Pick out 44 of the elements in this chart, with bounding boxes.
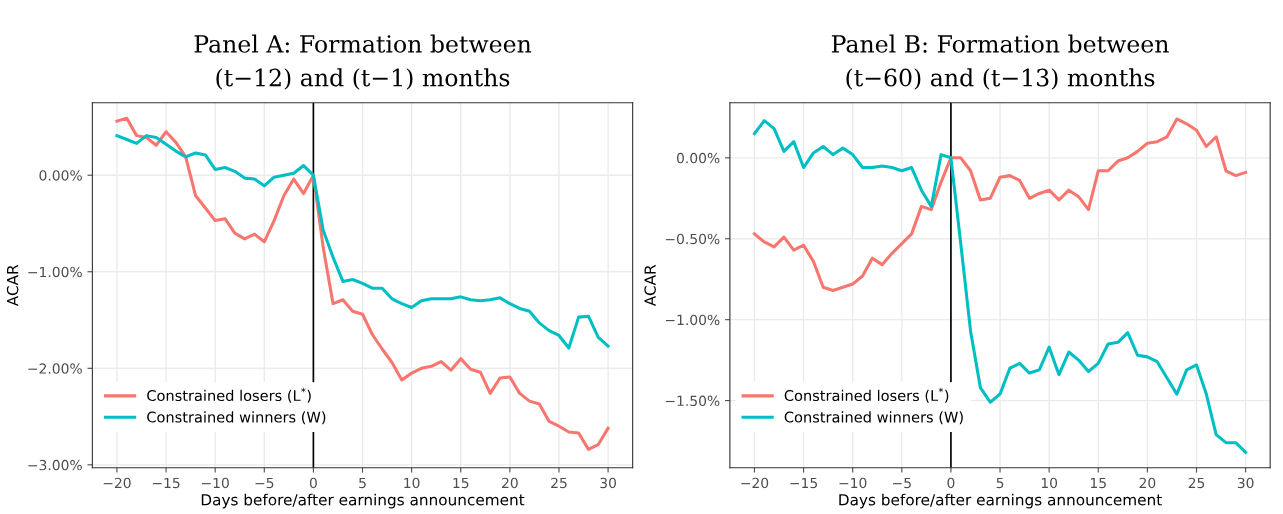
legend-label: Constrained losers (L$^{*}$) bbox=[784, 387, 949, 403]
x-tick-label: −20 bbox=[741, 477, 769, 489]
y-tick-label: 0.00% bbox=[39, 170, 82, 181]
x-tick-label: −5 bbox=[255, 477, 274, 489]
line-series bbox=[115, 116, 610, 451]
y-axis-title: ACAR bbox=[6, 264, 19, 307]
x-tick-label: 15 bbox=[453, 477, 469, 489]
y-tick-label: −0.50% bbox=[665, 233, 720, 245]
line-series bbox=[752, 119, 1248, 454]
y-tick-label: 0.00% bbox=[676, 152, 720, 164]
x-tick-label: 20 bbox=[1139, 477, 1156, 489]
x-tick-label: 30 bbox=[1237, 477, 1254, 489]
legend-label: Constrained winners (W) bbox=[147, 411, 326, 425]
chart-title: Panel A: Formation between (t−12) and (t−1) months bbox=[194, 34, 532, 90]
x-tick-label: −5 bbox=[893, 477, 911, 489]
x-axis-title: Days before/after earnings announcement bbox=[839, 493, 1162, 509]
x-tick-label: 20 bbox=[502, 477, 518, 489]
x-tick-label: 15 bbox=[1090, 477, 1106, 489]
y-tick-label: −3.00% bbox=[28, 459, 82, 471]
y-tick-label: −1.50% bbox=[665, 395, 720, 407]
x-tick-label: −20 bbox=[103, 477, 131, 489]
x-tick-label: −15 bbox=[152, 477, 180, 489]
x-tick-label: 0 bbox=[309, 477, 317, 489]
x-tick-label: 25 bbox=[1188, 477, 1205, 489]
x-tick-label: 5 bbox=[996, 477, 1004, 489]
x-tick-label: −15 bbox=[790, 477, 818, 489]
line-series bbox=[752, 117, 1248, 293]
y-axis-title: ACAR bbox=[644, 264, 656, 307]
legend-label: Constrained losers (L$^{*}$) bbox=[147, 387, 311, 403]
x-tick-label: 5 bbox=[359, 477, 366, 489]
chart-title: Panel B: Formation between (t−60) and (t−13) months bbox=[831, 34, 1169, 90]
x-tick-label: 10 bbox=[404, 477, 420, 489]
x-axis-title: Days before/after earnings announcement bbox=[201, 493, 525, 509]
x-tick-label: 0 bbox=[947, 477, 955, 489]
x-tick-label: 30 bbox=[600, 477, 616, 489]
line-series bbox=[115, 134, 610, 350]
x-tick-label: −10 bbox=[201, 477, 229, 489]
x-tick-label: 10 bbox=[1041, 477, 1058, 489]
y-tick-label: −1.00% bbox=[28, 266, 82, 278]
y-tick-label: −1.00% bbox=[665, 314, 720, 326]
legend-label: Constrained winners (W) bbox=[784, 411, 963, 425]
x-tick-label: −10 bbox=[839, 477, 867, 489]
y-tick-label: −2.00% bbox=[28, 363, 82, 374]
x-tick-label: 25 bbox=[551, 477, 567, 489]
